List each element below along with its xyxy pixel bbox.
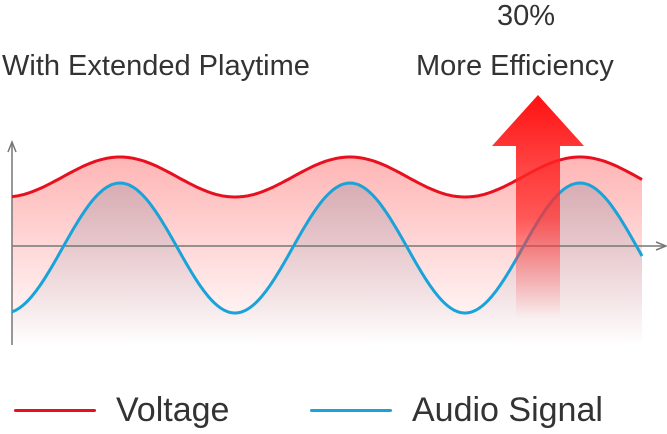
legend-voltage: Voltage xyxy=(14,388,229,432)
caption-more-efficiency: More Efficiency xyxy=(416,50,614,82)
y-axis-arrowhead xyxy=(7,139,17,153)
legend-audio-label: Audio Signal xyxy=(412,390,603,429)
up-arrow-icon xyxy=(492,95,584,318)
x-axis-arrowhead xyxy=(655,241,667,251)
legend-voltage-swatch xyxy=(14,408,96,412)
legend-voltage-label: Voltage xyxy=(116,390,230,429)
legend-audio: Audio Signal xyxy=(310,388,603,432)
caption-extended-playtime: With Extended Playtime xyxy=(2,50,310,82)
caption-percent: 30% xyxy=(497,0,556,32)
legend-audio-swatch xyxy=(310,408,392,412)
